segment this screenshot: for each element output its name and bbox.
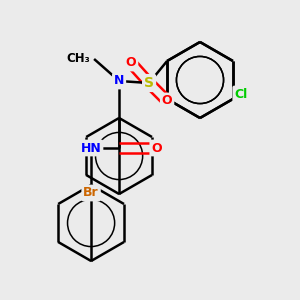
Text: Br: Br (83, 187, 99, 200)
Text: HN: HN (81, 142, 101, 154)
Text: O: O (152, 142, 162, 154)
Text: S: S (144, 76, 154, 90)
Text: N: N (114, 74, 124, 88)
Text: CH₃: CH₃ (66, 52, 90, 65)
Text: O: O (162, 94, 172, 107)
Text: Cl: Cl (234, 88, 248, 100)
Text: O: O (126, 56, 136, 70)
